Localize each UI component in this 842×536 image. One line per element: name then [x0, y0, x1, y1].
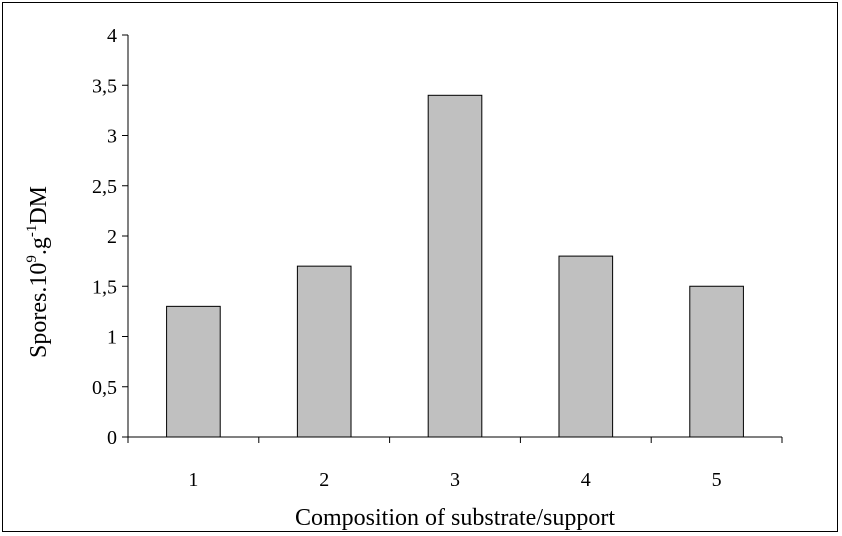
x-tick-label: 3: [450, 469, 460, 491]
y-tick-label: 2,5: [92, 176, 117, 198]
y-tick-label: 4: [107, 25, 117, 47]
x-tick-label: 1: [188, 469, 198, 491]
y-axis-title-exp1: 9: [24, 255, 40, 263]
y-tick-label: 0: [107, 427, 117, 449]
y-axis-title-exp2: -1: [24, 225, 40, 238]
y-tick-label: 2: [107, 226, 117, 248]
y-axis-title-mid: .g: [26, 237, 52, 255]
bars: [166, 94, 744, 438]
y-axis-title-end: DM: [26, 186, 52, 225]
x-tick-label: 2: [319, 469, 329, 491]
x-ticks: 1 2 3 4 5: [127, 437, 783, 491]
bar-3: [427, 94, 483, 438]
y-axis-title-base: Spores.10: [26, 263, 52, 358]
x-axis-title: Composition of substrate/support: [295, 505, 615, 531]
x-tick-label: 5: [712, 469, 722, 491]
y-tick-label: 3: [107, 126, 117, 148]
y-tick-label: 0,5: [92, 377, 117, 399]
y-tick-label: 1,5: [92, 276, 117, 298]
y-tick-label: 1: [107, 327, 117, 349]
x-tick-label: 4: [581, 469, 591, 491]
bar-5: [689, 285, 744, 438]
bar-4: [558, 255, 614, 438]
bar-1: [166, 305, 221, 438]
bar-2: [296, 265, 352, 438]
y-axis-title: Spores.109.g-1DM: [24, 186, 52, 358]
y-tick-label: 3,5: [92, 75, 117, 97]
y-ticks: 0 0,5 1 1,5 2 2,5 3 3,5 4: [92, 25, 128, 449]
